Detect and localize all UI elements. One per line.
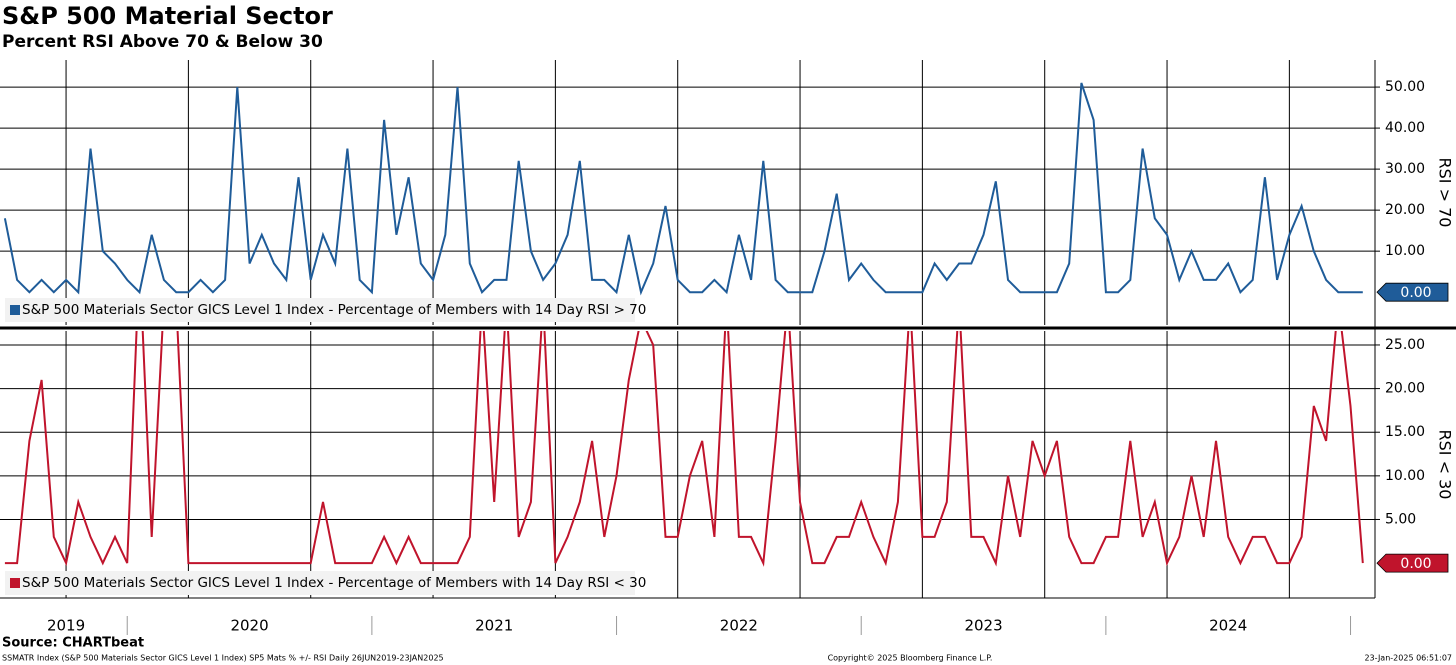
panel: 10.00 20.00 30.00 40.00 50.00 RSI > 70 S&P 500… <box>0 60 1455 325</box>
footer-description: SSMATR Index (S&P 500 Materials Sector G… <box>2 654 444 663</box>
y-tick-label: 50.00 <box>1385 79 1425 95</box>
y-tick-label: 30.00 <box>1385 161 1425 177</box>
y-tick-label: 10.00 <box>1385 243 1425 259</box>
x-tick-label: 2020 <box>230 617 268 635</box>
legend-label: S&P 500 Materials Sector GICS Level 1 In… <box>22 575 646 591</box>
legend-box <box>5 571 635 595</box>
last-value-tag <box>1376 282 1449 302</box>
y-tick-label: 15.00 <box>1385 424 1425 440</box>
x-tick-label: 2022 <box>720 617 758 635</box>
source: Source: CHARTbeat <box>2 636 144 651</box>
x-tick-label: 2023 <box>964 617 1002 635</box>
legend-box <box>5 298 635 322</box>
legend-label: S&P 500 Materials Sector GICS Level 1 In… <box>22 302 646 318</box>
panel: 5.00 10.00 15.00 20.00 25.00 RSI < 30 S&P 500 … <box>0 331 1455 635</box>
y-tick-label: 10.00 <box>1385 468 1425 484</box>
last-value-label: 0.00 <box>1400 556 1431 572</box>
y-axis-label: RSI < 30 <box>1436 430 1455 500</box>
y-axis-label: RSI > 70 <box>1436 158 1455 228</box>
legend-swatch <box>10 305 20 315</box>
last-value-tag <box>1376 553 1449 573</box>
x-tick-label: 2021 <box>475 617 513 635</box>
data-line <box>4 331 1364 567</box>
copyright: Copyright© 2025 Bloomberg Finance L.P. <box>828 654 993 663</box>
x-tick-label: 2024 <box>1209 617 1247 635</box>
y-tick-label: 20.00 <box>1385 381 1425 397</box>
data-line <box>3 82 1363 296</box>
legend-swatch <box>10 578 20 588</box>
timestamp: 23-Jan-2025 06:51:07 <box>1364 654 1452 663</box>
x-tick-label: 2019 <box>47 617 85 635</box>
y-tick-label: 25.00 <box>1385 337 1425 353</box>
last-value-label: 0.00 <box>1400 285 1431 301</box>
y-tick-label: 20.00 <box>1385 202 1425 218</box>
chart-subtitle: Percent RSI Above 70 & Below 30 <box>2 32 323 52</box>
y-tick-label: 40.00 <box>1385 120 1425 136</box>
chart-title: S&P 500 Material Sector <box>2 2 333 30</box>
y-tick-label: 5.00 <box>1385 511 1416 527</box>
